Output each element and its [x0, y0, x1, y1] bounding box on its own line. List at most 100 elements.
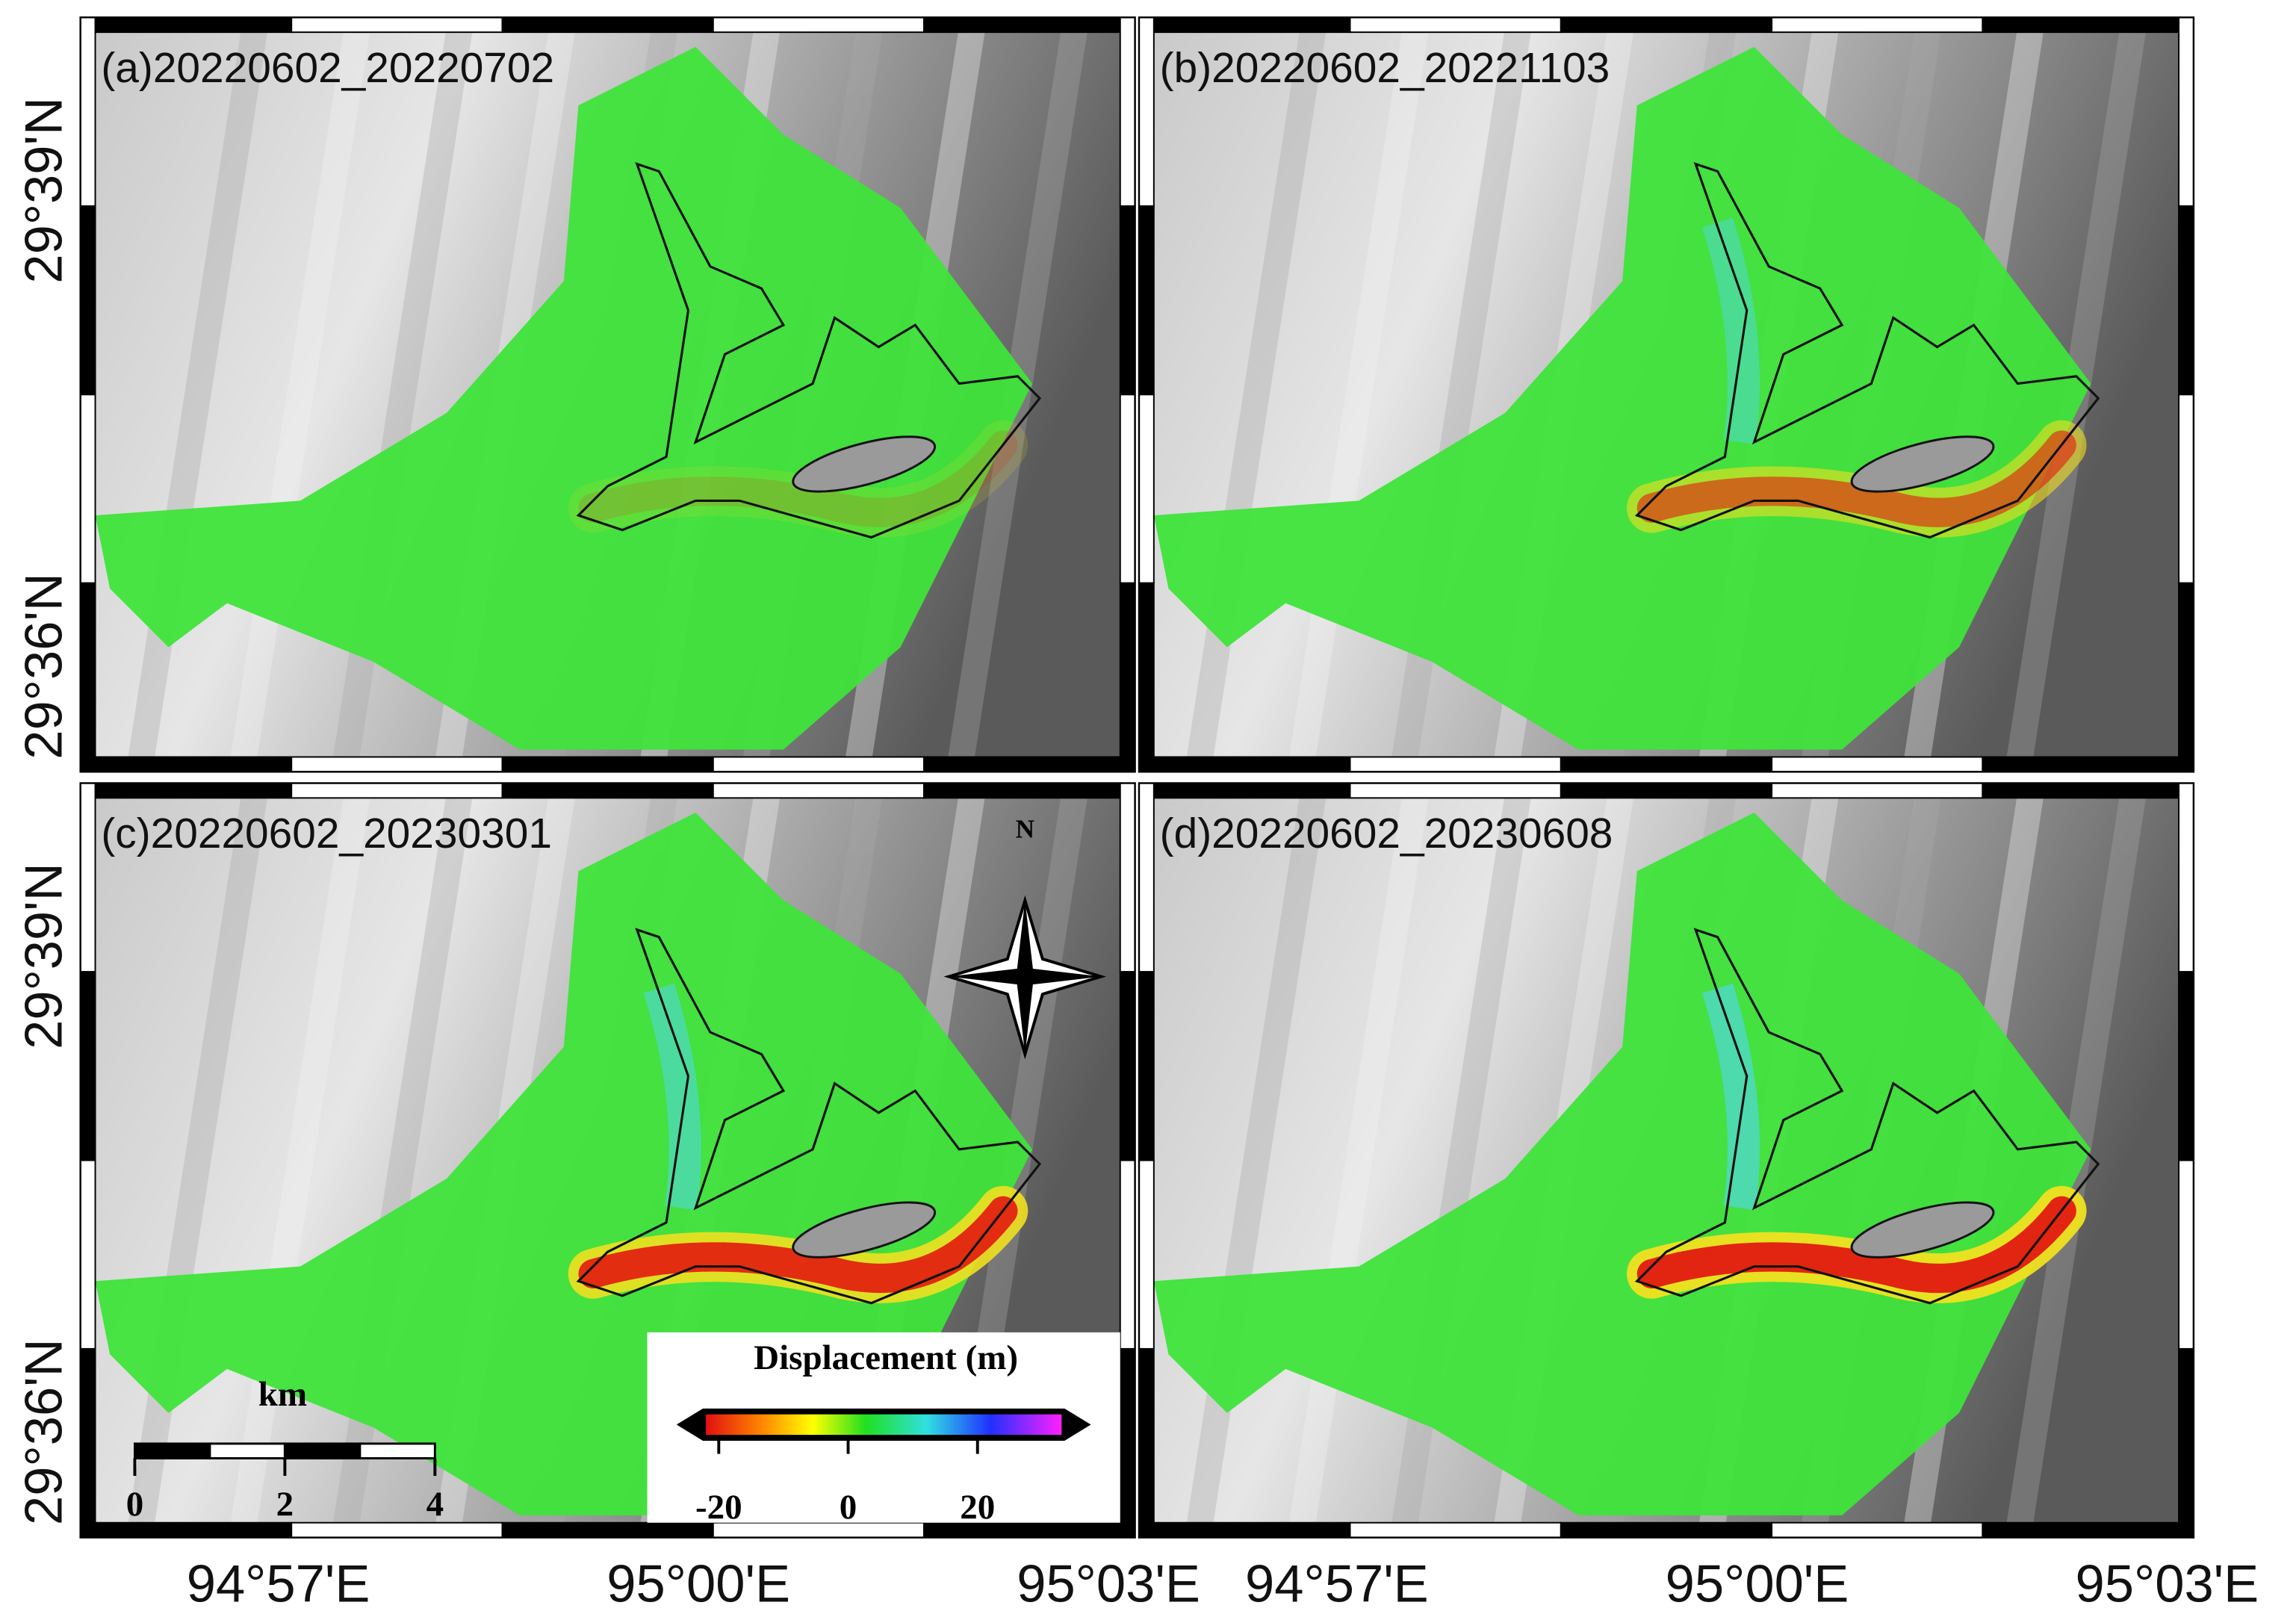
frame-bar	[1119, 205, 1136, 396]
deformation-yellow	[568, 420, 1028, 538]
longitude-label: 95°03'E	[2076, 1554, 2259, 1613]
frame-bar	[1982, 16, 2194, 34]
frame-bar	[1560, 782, 1773, 799]
deformation-red	[1636, 1196, 2076, 1293]
frame-bar	[1138, 756, 1351, 773]
scale-tick-label: 2	[276, 1485, 294, 1524]
frame-bar	[1138, 1521, 1351, 1539]
frame-bar	[1349, 782, 1562, 799]
frame-bar	[79, 971, 96, 1161]
map-content	[1139, 17, 2194, 772]
frame-bar	[1560, 756, 1773, 773]
displacement-field	[1153, 46, 2091, 750]
longitude-label: 94°57'E	[187, 1554, 370, 1613]
ridge	[1287, 783, 1431, 1538]
frame-bar	[712, 782, 925, 799]
frame-bar	[1119, 782, 1136, 973]
scale-segment	[283, 1442, 362, 1459]
frame-bar	[1138, 971, 1155, 1161]
frame-bar	[2178, 1159, 2194, 1350]
frame-bar	[79, 782, 293, 799]
frame-bar	[1119, 1159, 1136, 1350]
frame-bar	[79, 1521, 293, 1539]
deformation-red	[1636, 430, 2076, 527]
frame-bar	[501, 16, 714, 34]
map-panel: (a)20220602_20220702	[79, 16, 1136, 773]
ridge	[229, 783, 372, 1538]
ridge	[125, 783, 270, 1538]
frame-bar	[1771, 1521, 1984, 1539]
frame-bar	[291, 16, 503, 34]
north-star-inner	[949, 900, 1102, 1055]
frame-bar	[1349, 1521, 1562, 1539]
displacement-field	[1153, 812, 2091, 1515]
frame-bar	[291, 756, 503, 773]
panel-label: (c)20220602_20230301	[101, 810, 552, 857]
frame-bar	[79, 1159, 96, 1350]
frame-bar	[1138, 782, 1351, 799]
map-panel: (b)20220602_20221103	[1138, 16, 2195, 773]
frame-bar	[1349, 756, 1562, 773]
ridge	[229, 17, 372, 772]
landslide-outline	[576, 162, 1042, 539]
panel-label: (b)20220602_20221103	[1160, 45, 1610, 92]
frame-bar	[501, 1521, 714, 1539]
frame-bar	[712, 1521, 925, 1539]
colorbar-tick-label: 20	[960, 1488, 995, 1527]
frame-bar	[923, 16, 1136, 34]
colorbar-tick-label: 0	[840, 1488, 857, 1527]
frame-bar	[2178, 394, 2194, 584]
landslide-outline	[1634, 928, 2100, 1305]
frame-bar	[1138, 16, 1351, 34]
frame-bar	[923, 756, 1136, 773]
deformation-red	[578, 1196, 1018, 1293]
frame-bar	[1119, 582, 1136, 773]
frame-bar	[1119, 394, 1136, 584]
latitude-label: 29°39'N	[13, 863, 72, 1049]
frame-bar	[79, 1347, 96, 1539]
frame-bar	[1982, 1521, 2194, 1539]
colorbar-tick-label: -20	[695, 1488, 742, 1527]
deformation-red	[578, 430, 1018, 527]
frame-bar	[1771, 782, 1984, 799]
panels: (a)20220602_20220702 (b)20220602_20221103…	[79, 16, 2195, 1539]
frame-bar	[2178, 1347, 2194, 1539]
latitude-label: 29°36'N	[13, 1338, 72, 1525]
frame-bar	[1982, 782, 2194, 799]
frame-bar	[2178, 971, 2194, 1161]
ridge	[1185, 783, 1328, 1538]
frame-bar	[79, 582, 96, 773]
frame-bar	[712, 16, 925, 34]
map-content	[80, 17, 1135, 772]
scale-segment	[133, 1442, 211, 1459]
ridge	[125, 17, 270, 772]
scale-segment	[359, 1442, 436, 1459]
lake	[1850, 1201, 1995, 1259]
frame-bar	[923, 1521, 1136, 1539]
frame-bar	[291, 1521, 503, 1539]
frame-bar	[2178, 782, 2194, 973]
scale-tick-label: 4	[426, 1485, 444, 1524]
ridge	[1287, 17, 1431, 772]
scale-tick-label: 0	[126, 1485, 144, 1524]
frame-bar	[712, 756, 925, 773]
scale-unit: km	[258, 1375, 307, 1414]
frame-bar	[1560, 16, 1773, 34]
frame-bar	[1771, 756, 1984, 773]
panel-label: (d)20220602_20230608	[1160, 810, 1613, 857]
overlays: 29°39'N 29°36'N 29°39'N 29°36'N 94°57'E 95°00…	[13, 97, 2259, 1613]
frame-bar	[1119, 971, 1136, 1161]
colorbar-title: Displacement (m)	[754, 1338, 1018, 1377]
frame-bar	[1138, 582, 1155, 773]
longitude-label: 95°00'E	[1666, 1554, 1849, 1613]
scale-segment	[208, 1442, 286, 1459]
ridge	[1185, 17, 1328, 772]
latitude-label: 29°39'N	[13, 97, 72, 284]
longitude-label: 95°00'E	[606, 1554, 790, 1613]
frame-bar	[291, 782, 503, 799]
panel-label: (a)20220602_20220702	[101, 45, 554, 92]
frame-bar	[79, 782, 96, 973]
frame-bar	[1771, 16, 1984, 34]
frame-bar	[2178, 16, 2194, 207]
